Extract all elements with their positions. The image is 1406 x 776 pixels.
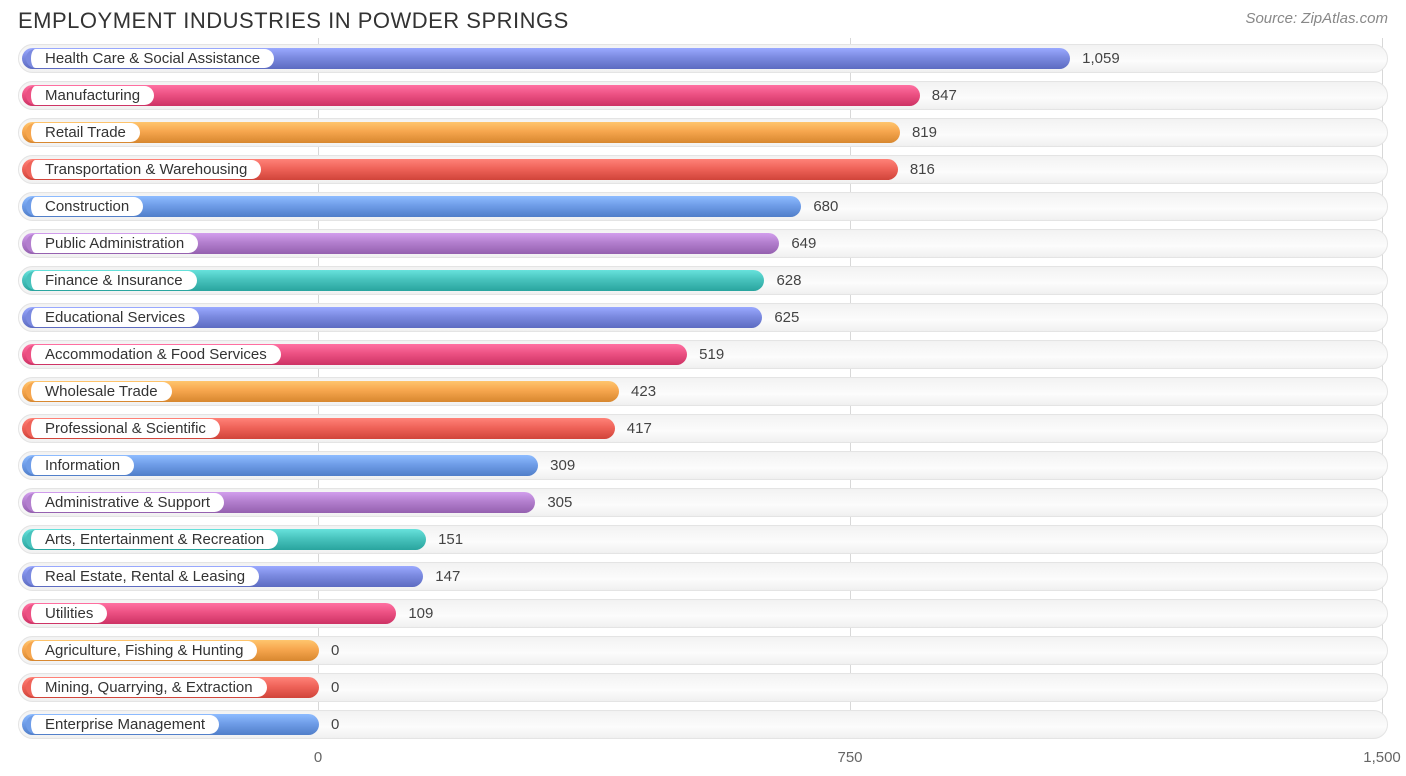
bar-label: Transportation & Warehousing [26,160,261,179]
bar-row: Retail Trade 819 [18,118,1388,147]
chart-area: Health Care & Social Assistance 1,059 Manu… [0,38,1406,739]
bar-label: Real Estate, Rental & Leasing [26,567,259,586]
bar-row: Accommodation & Food Services 519 [18,340,1388,369]
bar-label: Arts, Entertainment & Recreation [26,530,278,549]
bar-fill [22,85,920,106]
bar-value: 628 [776,267,801,294]
bar-row: Administrative & Support 305 [18,488,1388,517]
bar-row: Enterprise Management 0 [18,710,1388,739]
bar-value: 423 [631,378,656,405]
x-axis-tick: 0 [314,749,322,766]
bar-row: Finance & Insurance 628 [18,266,1388,295]
bar-label: Health Care & Social Assistance [26,49,274,68]
bar-label: Professional & Scientific [26,419,220,438]
bar-label: Public Administration [26,234,198,253]
bar-fill [22,122,900,143]
bar-value: 309 [550,452,575,479]
bar-label: Educational Services [26,308,199,327]
bar-label: Agriculture, Fishing & Hunting [26,641,257,660]
bar-value: 847 [932,82,957,109]
bar-label: Information [26,456,134,475]
bar-row: Arts, Entertainment & Recreation 151 [18,525,1388,554]
bar-row: Public Administration 649 [18,229,1388,258]
bar-label: Administrative & Support [26,493,224,512]
chart-header: EMPLOYMENT INDUSTRIES IN POWDER SPRINGS … [0,0,1406,38]
bars-container: Health Care & Social Assistance 1,059 Manu… [18,44,1388,739]
bar-row: Professional & Scientific 417 [18,414,1388,443]
bar-row: Manufacturing 847 [18,81,1388,110]
bar-label: Retail Trade [26,123,140,142]
bar-value: 0 [331,711,339,738]
bar-row: Utilities 109 [18,599,1388,628]
chart-source: Source: ZipAtlas.com [1245,8,1388,27]
bar-label: Finance & Insurance [26,271,197,290]
bar-row: Educational Services 625 [18,303,1388,332]
bar-row: Wholesale Trade 423 [18,377,1388,406]
bar-row: Mining, Quarrying, & Extraction 0 [18,673,1388,702]
bar-label: Enterprise Management [26,715,219,734]
bar-value: 680 [813,193,838,220]
bar-value: 1,059 [1082,45,1120,72]
bar-row: Information 309 [18,451,1388,480]
bar-value: 305 [547,489,572,516]
chart-title: EMPLOYMENT INDUSTRIES IN POWDER SPRINGS [18,8,569,34]
bar-row: Real Estate, Rental & Leasing 147 [18,562,1388,591]
bar-label: Mining, Quarrying, & Extraction [26,678,267,697]
x-axis-tick: 1,500 [1363,749,1401,766]
bar-value: 519 [699,341,724,368]
bar-label: Accommodation & Food Services [26,345,281,364]
bar-value: 625 [774,304,799,331]
bar-row: Construction 680 [18,192,1388,221]
bar-label: Utilities [26,604,107,623]
bar-value: 0 [331,674,339,701]
bar-label: Wholesale Trade [26,382,172,401]
bar-value: 417 [627,415,652,442]
x-axis-tick: 750 [837,749,862,766]
bar-value: 649 [791,230,816,257]
bar-value: 816 [910,156,935,183]
bar-row: Transportation & Warehousing 816 [18,155,1388,184]
bar-value: 0 [331,637,339,664]
bar-row: Agriculture, Fishing & Hunting 0 [18,636,1388,665]
bar-row: Health Care & Social Assistance 1,059 [18,44,1388,73]
x-axis: 07501,500 [18,747,1388,771]
bar-value: 151 [438,526,463,553]
bar-label: Construction [26,197,143,216]
bar-label: Manufacturing [26,86,154,105]
bar-value: 819 [912,119,937,146]
bar-value: 109 [408,600,433,627]
bar-value: 147 [435,563,460,590]
